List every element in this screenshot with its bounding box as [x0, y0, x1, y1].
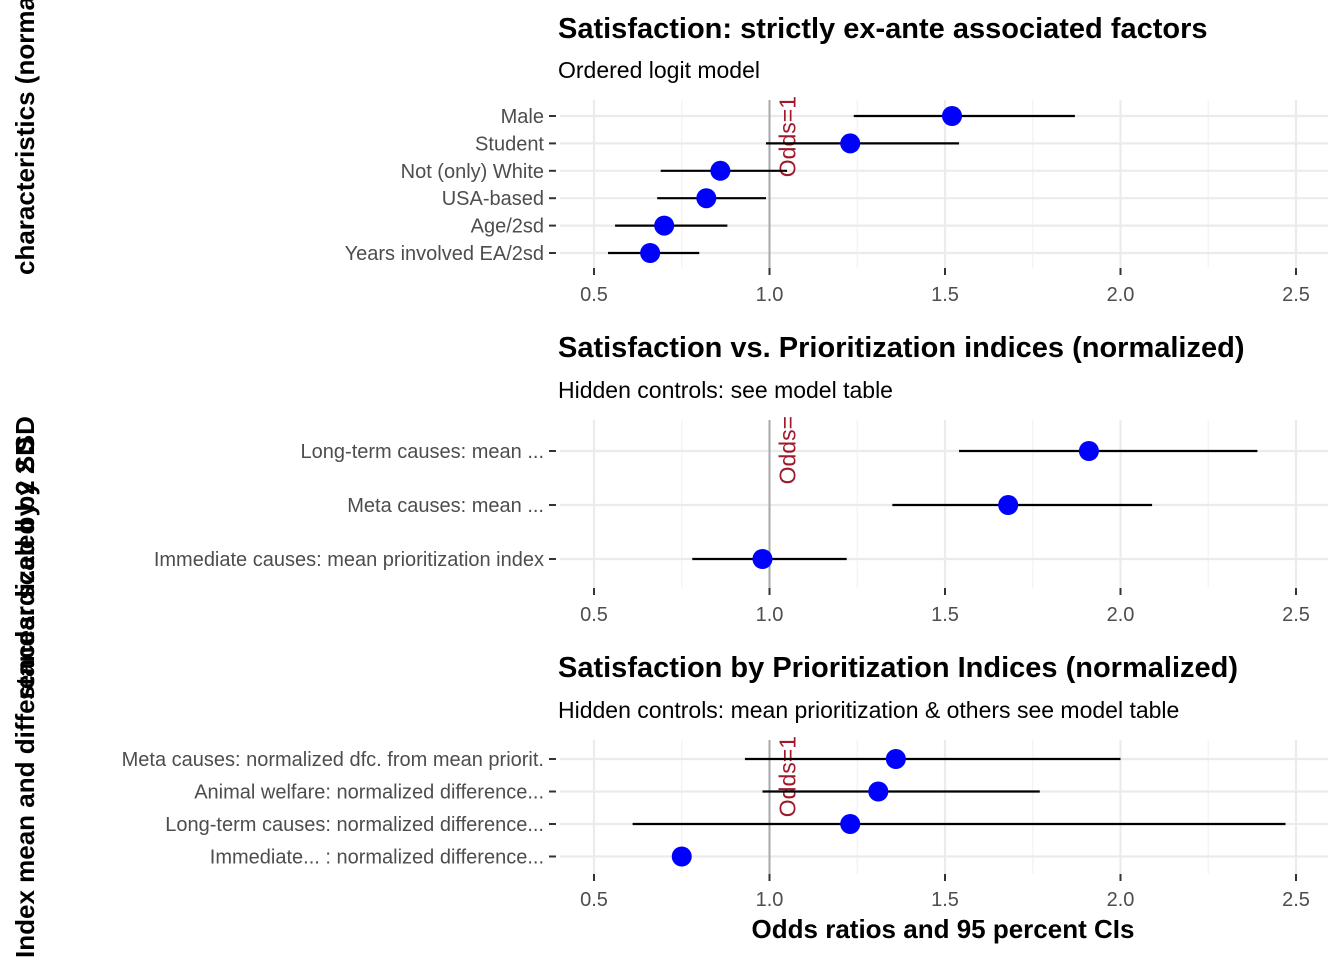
x-tick-label: 2.5 — [1282, 284, 1310, 306]
x-tick-label: 2.0 — [1107, 284, 1135, 306]
panel-title: Satisfaction vs. Prioritization indices … — [558, 332, 1244, 364]
estimate-point — [885, 749, 906, 769]
panel-title: Satisfaction by Prioritization Indices (… — [558, 652, 1238, 684]
x-tick-label: 2.5 — [1282, 604, 1310, 626]
estimate-point — [654, 215, 675, 236]
estimate-point — [998, 495, 1019, 515]
y-axis-label-fragment: standardized by 2 SD — [10, 437, 40, 700]
y-axis-label-fragment: characteristics (normalized) — [10, 0, 40, 275]
x-tick-label: 1.0 — [756, 889, 784, 911]
panel-title: Satisfaction: strictly ex-ante associate… — [558, 13, 1208, 45]
x-tick-label: 1.5 — [931, 889, 959, 911]
y-tick-label: Years involved EA/2sd — [345, 243, 544, 265]
y-tick-label: Animal welfare: normalized difference... — [194, 782, 544, 804]
estimate-point — [710, 160, 731, 181]
y-tick-label: Student — [475, 133, 544, 155]
x-tick-label: 1.0 — [756, 284, 784, 306]
reference-annotation: Odds= — [775, 416, 801, 484]
x-tick-label: 1.0 — [756, 604, 784, 626]
y-axis-labels: Index mean and differences: scaled by 2 … — [10, 0, 40, 958]
estimate-point — [942, 106, 963, 126]
y-tick-label: Meta causes: normalized dfc. from mean p… — [122, 749, 544, 771]
x-tick-label: 1.5 — [931, 604, 959, 626]
panel-1: Satisfaction: strictly ex-ante associate… — [345, 13, 1328, 306]
x-tick-label: 0.5 — [580, 889, 608, 911]
panel-2: Satisfaction vs. Prioritization indices … — [154, 332, 1328, 626]
y-tick-label: Age/2sd — [471, 216, 544, 238]
x-tick-label: 1.5 — [931, 284, 959, 306]
x-tick-label: 0.5 — [580, 284, 608, 306]
panel-subtitle: Hidden controls: see model table — [558, 377, 893, 403]
reference-annotation: Odds=1 — [775, 736, 801, 817]
x-tick-label: 2.0 — [1107, 889, 1135, 911]
panel-subtitle: Hidden controls: mean prioritization & o… — [558, 697, 1179, 723]
estimate-point — [671, 846, 692, 867]
panel-3: Satisfaction by Prioritization Indices (… — [122, 652, 1328, 911]
estimate-point — [640, 243, 661, 263]
panel-subtitle: Ordered logit model — [558, 57, 760, 83]
estimate-point — [696, 188, 717, 209]
estimate-point — [752, 549, 773, 569]
estimate-point — [868, 781, 889, 802]
estimate-point — [1078, 441, 1099, 461]
y-axis-label-fragment: Index mean and differences: scaled by 2 … — [10, 416, 40, 958]
y-tick-label: Long-term causes: mean ... — [301, 441, 544, 463]
x-tick-label: 2.5 — [1282, 889, 1310, 911]
y-tick-label: Meta causes: mean ... — [347, 495, 544, 517]
y-tick-label: Male — [501, 106, 544, 128]
y-tick-label: Long-term causes: normalized difference.… — [165, 814, 544, 836]
y-tick-label: Not (only) White — [401, 161, 544, 183]
panel-grid — [560, 100, 1328, 268]
reference-annotation: Odds=1 — [775, 96, 801, 177]
x-axis-label: Odds ratios and 95 percent CIs — [752, 914, 1135, 944]
y-tick-label: Immediate... : normalized difference... — [210, 847, 544, 869]
panels: Satisfaction: strictly ex-ante associate… — [122, 13, 1328, 911]
x-tick-label: 0.5 — [580, 604, 608, 626]
estimate-point — [840, 133, 861, 154]
x-tick-label: 2.0 — [1107, 604, 1135, 626]
y-tick-label: USA-based — [442, 188, 544, 210]
y-tick-label: Immediate causes: mean prioritization in… — [154, 549, 544, 571]
estimate-point — [840, 814, 861, 834]
